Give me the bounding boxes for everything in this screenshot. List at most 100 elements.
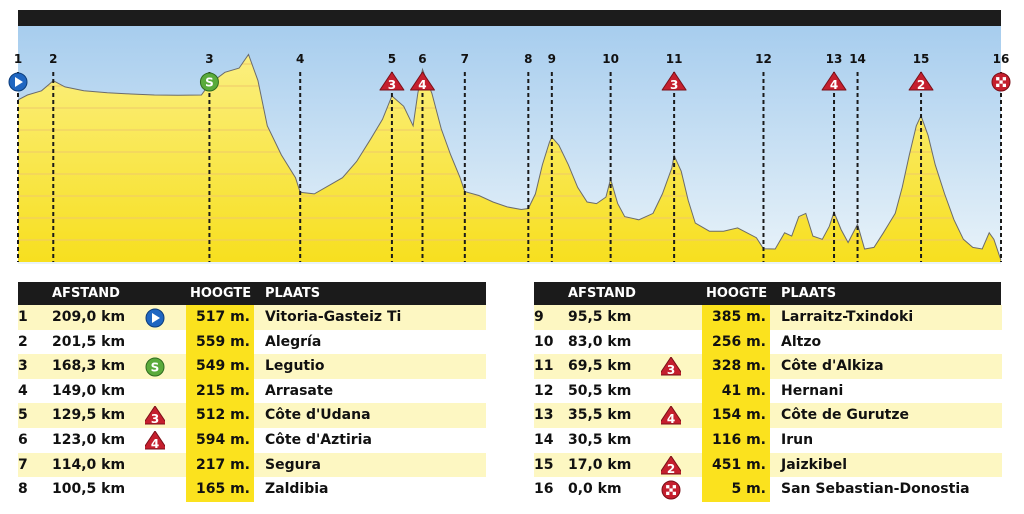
waypoint-number: 9 <box>548 52 556 66</box>
place-cell: Jaizkibel <box>781 456 848 473</box>
row-number: 2 <box>18 333 28 350</box>
header-afstand: AFSTAND <box>52 286 120 301</box>
elevation-line <box>17 53 1002 261</box>
climb-icon: 4 <box>661 406 681 426</box>
distance-cell: 83,0 km <box>568 333 632 350</box>
row-number: 8 <box>18 481 28 498</box>
altitude-cell: 451 m. <box>702 452 770 478</box>
climb-icon: 2 <box>908 71 934 92</box>
altitude-cell: 559 m. <box>186 329 254 355</box>
svg-text:2: 2 <box>667 462 675 476</box>
altitude-cell: 512 m. <box>186 403 254 428</box>
distance-cell: 17,0 km <box>568 456 632 473</box>
row-number: 6 <box>18 432 28 448</box>
svg-text:S: S <box>151 361 160 375</box>
climb-icon: 4 <box>821 71 847 92</box>
altitude-cell: 215 m. <box>186 378 254 404</box>
place-cell: Hernani <box>781 382 844 399</box>
distance-cell: 95,5 km <box>568 309 632 325</box>
altitude-cell: 5 m. <box>702 477 770 502</box>
climb-icon: 3 <box>145 406 165 426</box>
climb-icon: 3 <box>661 357 681 377</box>
table-row: 215 m. 4 149,0 km Arrasate <box>18 378 486 404</box>
waypoint-number: 7 <box>461 52 469 66</box>
table-row: 559 m. 2 201,5 km Alegría <box>18 329 486 355</box>
waypoint-number: 4 <box>296 52 304 66</box>
finish-icon <box>991 72 1011 92</box>
svg-text:3: 3 <box>670 78 678 92</box>
row-number: 16 <box>534 481 554 498</box>
distance-cell: 100,5 km <box>52 481 126 498</box>
row-number: 4 <box>18 382 28 399</box>
header-hoogte: HOOGTE <box>190 286 252 301</box>
sprint-icon: S <box>145 357 165 377</box>
row-number: 13 <box>534 407 554 424</box>
distance-cell: 209,0 km <box>52 309 126 325</box>
place-cell: Vitoria-Gasteiz Ti <box>265 309 402 325</box>
sprint-icon: S <box>145 357 165 377</box>
row-number: 11 <box>534 358 554 375</box>
distance-cell: 35,5 km <box>568 407 632 424</box>
altitude-cell: 549 m. <box>186 354 254 379</box>
place-cell: Côte de Gurutze <box>781 407 910 424</box>
place-cell: Côte d'Alkiza <box>781 358 884 375</box>
svg-text:3: 3 <box>667 363 675 377</box>
header-hoogte: HOOGTE <box>706 286 768 301</box>
table-row: 328 m. 11 69,5 km Côte d'Alkiza 3 <box>534 354 1002 379</box>
svg-text:4: 4 <box>151 437 159 451</box>
table-row: 154 m. 13 35,5 km Côte de Gurutze 4 <box>534 403 1002 428</box>
row-number: 9 <box>534 309 544 325</box>
distance-cell: 168,3 km <box>52 358 126 375</box>
sprint-icon: S <box>199 72 219 92</box>
svg-text:3: 3 <box>151 412 159 426</box>
waypoint-number: 5 <box>388 52 396 66</box>
start-icon <box>145 308 165 328</box>
finish-icon <box>661 480 681 500</box>
distance-cell: 114,0 km <box>52 456 126 473</box>
table-row: 385 m. 9 95,5 km Larraitz-Txindoki <box>534 305 1002 330</box>
distance-cell: 30,5 km <box>568 432 632 448</box>
climb-icon: 4 <box>145 431 165 451</box>
place-cell: Segura <box>265 456 321 473</box>
place-cell: Côte d'Aztiria <box>265 432 372 448</box>
svg-text:S: S <box>205 76 214 90</box>
table-row: 116 m. 14 30,5 km Irun <box>534 428 1002 453</box>
climb-icon: 3 <box>379 71 405 92</box>
table-row: 594 m. 6 123,0 km Côte d'Aztiria 4 <box>18 428 486 453</box>
table-row: 512 m. 5 129,5 km Côte d'Udana 3 <box>18 403 486 428</box>
waypoint-number: 15 <box>913 52 930 66</box>
svg-text:2: 2 <box>917 78 925 92</box>
place-cell: Irun <box>781 432 814 448</box>
waypoint-number: 14 <box>849 52 866 66</box>
altitude-cell: 256 m. <box>702 329 770 355</box>
start-icon <box>145 308 165 328</box>
row-number: 14 <box>534 432 554 448</box>
distance-cell: 201,5 km <box>52 333 126 350</box>
svg-text:4: 4 <box>830 78 838 92</box>
climb-icon: 3 <box>661 357 681 377</box>
place-cell: Côte d'Udana <box>265 407 371 424</box>
altitude-cell: 165 m. <box>186 477 254 502</box>
row-number: 5 <box>18 407 28 424</box>
waypoint-number: 13 <box>826 52 843 66</box>
climb-icon: 4 <box>145 431 165 451</box>
waypoint-number: 2 <box>49 52 57 66</box>
header-plaats: PLAATS <box>781 286 837 301</box>
row-number: 10 <box>534 333 554 350</box>
distance-cell: 69,5 km <box>568 358 632 375</box>
altitude-cell: 328 m. <box>702 354 770 379</box>
waypoint-number: 8 <box>524 52 532 66</box>
table-header-right: AFSTAND HOOGTE PLAATS <box>534 282 1001 305</box>
table-row: 517 m. 1 209,0 km Vitoria-Gasteiz Ti <box>18 305 486 330</box>
table-row: 549 m. 3 168,3 km Legutio S <box>18 354 486 379</box>
svg-text:3: 3 <box>388 78 396 92</box>
row-number: 1 <box>18 309 28 325</box>
altitude-cell: 517 m. <box>186 305 254 330</box>
row-number: 12 <box>534 382 554 399</box>
table-row: 256 m. 10 83,0 km Altzo <box>534 329 1002 355</box>
climb-icon: 4 <box>661 406 681 426</box>
altitude-cell: 594 m. <box>186 428 254 453</box>
row-number: 3 <box>18 358 28 375</box>
climb-icon: 3 <box>661 71 687 92</box>
